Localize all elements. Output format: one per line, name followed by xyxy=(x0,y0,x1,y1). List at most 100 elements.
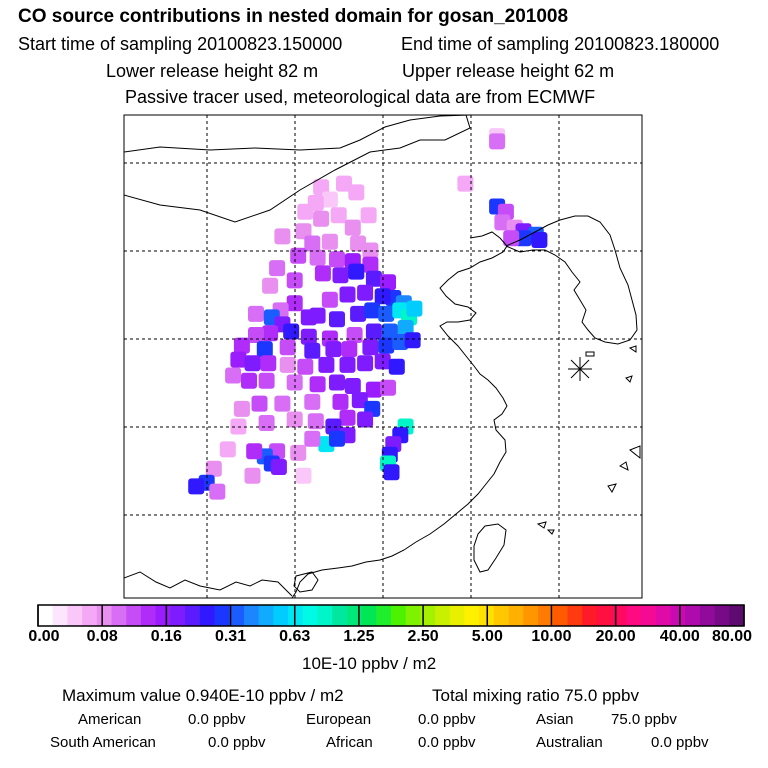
field-cell-69 xyxy=(248,327,264,343)
field-cell-75 xyxy=(341,341,358,358)
field-cell-46 xyxy=(321,291,338,308)
upper-height-label: Upper release height 62 m xyxy=(402,61,615,81)
field-cell-124 xyxy=(269,443,286,460)
coastline-southwest xyxy=(124,571,293,597)
field-cell-17 xyxy=(297,203,314,220)
colorbar-swatch-37 xyxy=(582,605,598,626)
colorbar-swatch-19 xyxy=(317,605,333,626)
field-cell-91 xyxy=(241,372,257,389)
colorbar-swatch-15 xyxy=(258,605,274,626)
field-cell-34 xyxy=(314,265,331,282)
field-cell-66 xyxy=(300,328,317,345)
field-cell-122 xyxy=(304,430,321,447)
colorbar-swatch-35 xyxy=(552,605,568,626)
colorbar-swatch-10 xyxy=(185,605,201,626)
field-cell-37 xyxy=(365,270,382,287)
island-jeju xyxy=(585,351,595,357)
field-cell-94 xyxy=(309,376,326,393)
field-cell-12 xyxy=(313,179,330,196)
colorbar-tick-label-8: 10.00 xyxy=(531,628,572,645)
field-cell-82 xyxy=(260,355,277,372)
colorbar-swatch-27 xyxy=(435,605,451,626)
colorbar-swatch-2 xyxy=(67,605,83,626)
source-name-european: European xyxy=(306,711,372,728)
source-value-australian: 0.0 ppbv xyxy=(651,734,709,751)
field-cell-30 xyxy=(329,251,345,268)
field-cell-71 xyxy=(256,341,273,358)
field-cell-29 xyxy=(309,249,326,266)
colorbar-swatch-45 xyxy=(699,605,715,626)
field-cell-24 xyxy=(304,235,321,252)
colorbar-swatch-13 xyxy=(229,605,245,626)
field-cell-60 xyxy=(406,300,423,317)
colorbar-swatch-33 xyxy=(523,605,539,626)
colorbar-swatch-42 xyxy=(655,605,671,626)
field-cell-123 xyxy=(290,444,307,461)
source-name-south-american: South American xyxy=(50,734,156,751)
field-cell-129 xyxy=(219,441,236,458)
colorbar-swatch-1 xyxy=(52,605,68,626)
chart-title: CO source contributions in nested domain… xyxy=(18,6,569,27)
field-cell-1 xyxy=(489,133,506,150)
colorbar-tick-label-0: 0.00 xyxy=(28,628,60,645)
colorbar-swatch-41 xyxy=(641,605,657,626)
source-value-european: 0.0 ppbv xyxy=(418,711,476,728)
coastline-hainan xyxy=(293,571,319,593)
field-cell-130 xyxy=(205,460,222,477)
islands-east xyxy=(536,345,641,535)
field-cell-121 xyxy=(329,430,345,447)
field-cell-92 xyxy=(258,372,275,389)
field-cell-106 xyxy=(339,409,356,426)
source-name-australian: Australian xyxy=(536,734,603,751)
field-cell-18 xyxy=(313,210,330,227)
colorbar-swatch-25 xyxy=(405,605,421,626)
colorbar-swatch-12 xyxy=(214,605,230,626)
field-cell-80 xyxy=(230,351,247,368)
colorbar-swatch-23 xyxy=(376,605,392,626)
colorbar-swatch-3 xyxy=(82,605,98,626)
field-cell-21 xyxy=(344,219,361,236)
colorbar-swatch-22 xyxy=(361,605,377,626)
field-cell-13 xyxy=(336,175,352,192)
field-cell-22 xyxy=(295,223,312,240)
colorbar-swatch-14 xyxy=(243,605,260,626)
field-cell-70 xyxy=(233,337,250,354)
field-cell-61 xyxy=(397,320,414,336)
end-time-label: End time of sampling 20100823.180000 xyxy=(401,34,720,54)
field-cell-28 xyxy=(290,247,307,264)
colorbar-swatch-40 xyxy=(626,605,642,626)
colorbar-swatch-38 xyxy=(596,605,613,626)
receptor-marker-icon xyxy=(568,357,592,381)
coastline-china-west xyxy=(124,115,471,153)
colorbar-tick-label-5: 1.25 xyxy=(343,628,375,645)
field-cell-111 xyxy=(258,415,275,431)
field-cell-25 xyxy=(321,233,338,250)
source-name-african: African xyxy=(326,734,373,751)
colorbar-swatch-20 xyxy=(332,605,348,626)
colorbar-swatch-7 xyxy=(140,605,157,626)
colorbar-tick-label-11: 80.00 xyxy=(711,628,753,645)
field-cell-57 xyxy=(378,305,395,322)
field-cell-132 xyxy=(188,478,205,495)
field-cell-107 xyxy=(357,411,374,428)
field-cell-68 xyxy=(262,325,279,342)
field-cell-86 xyxy=(339,356,356,373)
field-cell-99 xyxy=(351,392,368,409)
colorbar-swatch-43 xyxy=(670,605,686,626)
concentration-field xyxy=(188,128,548,500)
map-frame xyxy=(123,114,643,599)
field-cell-56 xyxy=(364,302,381,319)
field-cell-103 xyxy=(251,395,268,412)
colorbar-swatch-8 xyxy=(155,605,171,626)
coastline-bohai xyxy=(291,231,508,598)
colorbar-swatch-39 xyxy=(611,605,627,626)
colorbar-tick-label-9: 20.00 xyxy=(595,628,636,645)
field-cell-97 xyxy=(365,381,382,398)
colorbar-unit: 10E-10 ppbv / m2 xyxy=(302,654,437,673)
maximum-value: Maximum value 0.940E-10 ppbv / m2 xyxy=(62,686,344,705)
field-cell-78 xyxy=(392,334,409,350)
field-cell-32 xyxy=(362,256,379,273)
field-cell-26 xyxy=(350,235,367,252)
field-cell-64 xyxy=(346,327,363,343)
colorbar-tick-label-7: 5.00 xyxy=(471,628,503,645)
